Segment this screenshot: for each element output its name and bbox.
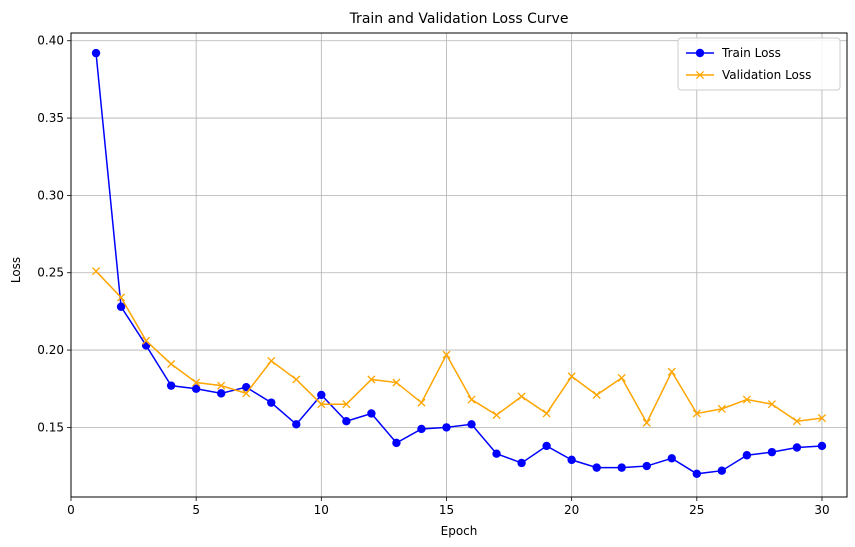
- data-point: [442, 423, 451, 432]
- legend-marker: [695, 70, 705, 80]
- data-point: [117, 293, 126, 302]
- data-point: [467, 395, 476, 404]
- data-point: [342, 400, 351, 409]
- x-tick-label: 10: [314, 503, 329, 517]
- legend-item: Validation Loss: [686, 68, 811, 82]
- data-point: [667, 454, 676, 463]
- legend-marker: [695, 48, 705, 58]
- data-point: [267, 356, 276, 365]
- chart-title: Train and Validation Loss Curve: [349, 11, 569, 27]
- data-point: [216, 389, 226, 398]
- data-point: [542, 441, 551, 451]
- data-point: [767, 447, 777, 457]
- y-tick-label: 0.30: [37, 188, 64, 202]
- data-point: [267, 398, 276, 407]
- data-point: [792, 443, 802, 452]
- data-point: [91, 48, 101, 58]
- data-point: [292, 420, 301, 429]
- data-point: [742, 395, 751, 404]
- data-point: [367, 375, 376, 384]
- data-point: [116, 302, 126, 311]
- data-point: [542, 409, 551, 418]
- data-point: [141, 341, 151, 350]
- legend: Train Loss Validation Loss: [677, 37, 841, 91]
- data-point: [242, 382, 251, 392]
- data-point: [217, 381, 226, 390]
- data-point: [292, 375, 301, 384]
- data-point: [342, 417, 351, 426]
- data-point: [567, 372, 576, 381]
- data-point: [817, 414, 827, 423]
- x-tick-label: 15: [439, 503, 454, 517]
- legend-box: [677, 37, 841, 91]
- series-line: [95, 270, 823, 425]
- y-tick-label: 0.40: [37, 34, 64, 48]
- data-point: [792, 417, 801, 426]
- data-point: [592, 390, 601, 399]
- x-tick-label: 25: [689, 503, 704, 517]
- series-train-loss: [91, 48, 827, 478]
- series-validation-loss: [91, 267, 827, 427]
- x-axis: 0 5 10 15 20 25 30: [67, 497, 830, 517]
- data-point: [717, 404, 726, 413]
- x-tick-label: 30: [814, 503, 829, 517]
- data-point: [567, 455, 576, 465]
- data-point: [492, 449, 501, 458]
- data-point: [717, 466, 727, 475]
- data-point: [166, 381, 176, 390]
- data-point: [617, 463, 626, 472]
- y-tick-label: 0.20: [37, 343, 64, 357]
- data-point: [517, 458, 526, 468]
- data-point: [392, 438, 401, 448]
- y-tick-label: 0.35: [37, 111, 64, 125]
- y-axis-label: Loss: [9, 257, 23, 283]
- data-point: [317, 400, 326, 409]
- y-axis: 0.15 0.20 0.25 0.30 0.35 0.40: [37, 34, 71, 434]
- data-point: [242, 389, 251, 398]
- y-tick-label: 0.15: [37, 420, 64, 434]
- data-point: [667, 367, 676, 376]
- data-point: [742, 451, 752, 460]
- y-tick-label: 0.25: [37, 266, 64, 280]
- data-point: [142, 336, 151, 345]
- grid: [70, 33, 847, 497]
- data-point: [517, 392, 526, 401]
- x-axis-label: Epoch: [441, 524, 478, 538]
- data-point: [417, 424, 426, 434]
- data-point: [692, 469, 702, 478]
- data-point: [317, 390, 326, 400]
- data-point: [191, 384, 201, 393]
- series-layer: [91, 48, 827, 478]
- x-tick-label: 0: [67, 503, 75, 517]
- data-point: [167, 359, 176, 369]
- data-point: [817, 441, 827, 451]
- data-point: [467, 420, 476, 429]
- legend-label: Train Loss: [721, 46, 781, 60]
- data-point: [642, 418, 651, 427]
- data-point: [692, 409, 701, 418]
- data-point: [367, 409, 376, 418]
- series-line: [95, 53, 823, 475]
- legend-item: Train Loss: [686, 46, 781, 60]
- data-point: [642, 461, 651, 471]
- x-tick-label: 20: [564, 503, 579, 517]
- data-point: [492, 410, 501, 420]
- data-point: [392, 378, 401, 387]
- data-point: [192, 378, 201, 387]
- plot-area: [70, 32, 848, 498]
- data-point: [617, 373, 626, 382]
- data-point: [442, 350, 451, 359]
- data-point: [91, 267, 101, 276]
- data-point: [767, 400, 776, 409]
- x-tick-label: 5: [192, 503, 200, 517]
- legend-label: Validation Loss: [722, 68, 811, 82]
- data-point: [592, 463, 601, 472]
- data-point: [417, 398, 426, 407]
